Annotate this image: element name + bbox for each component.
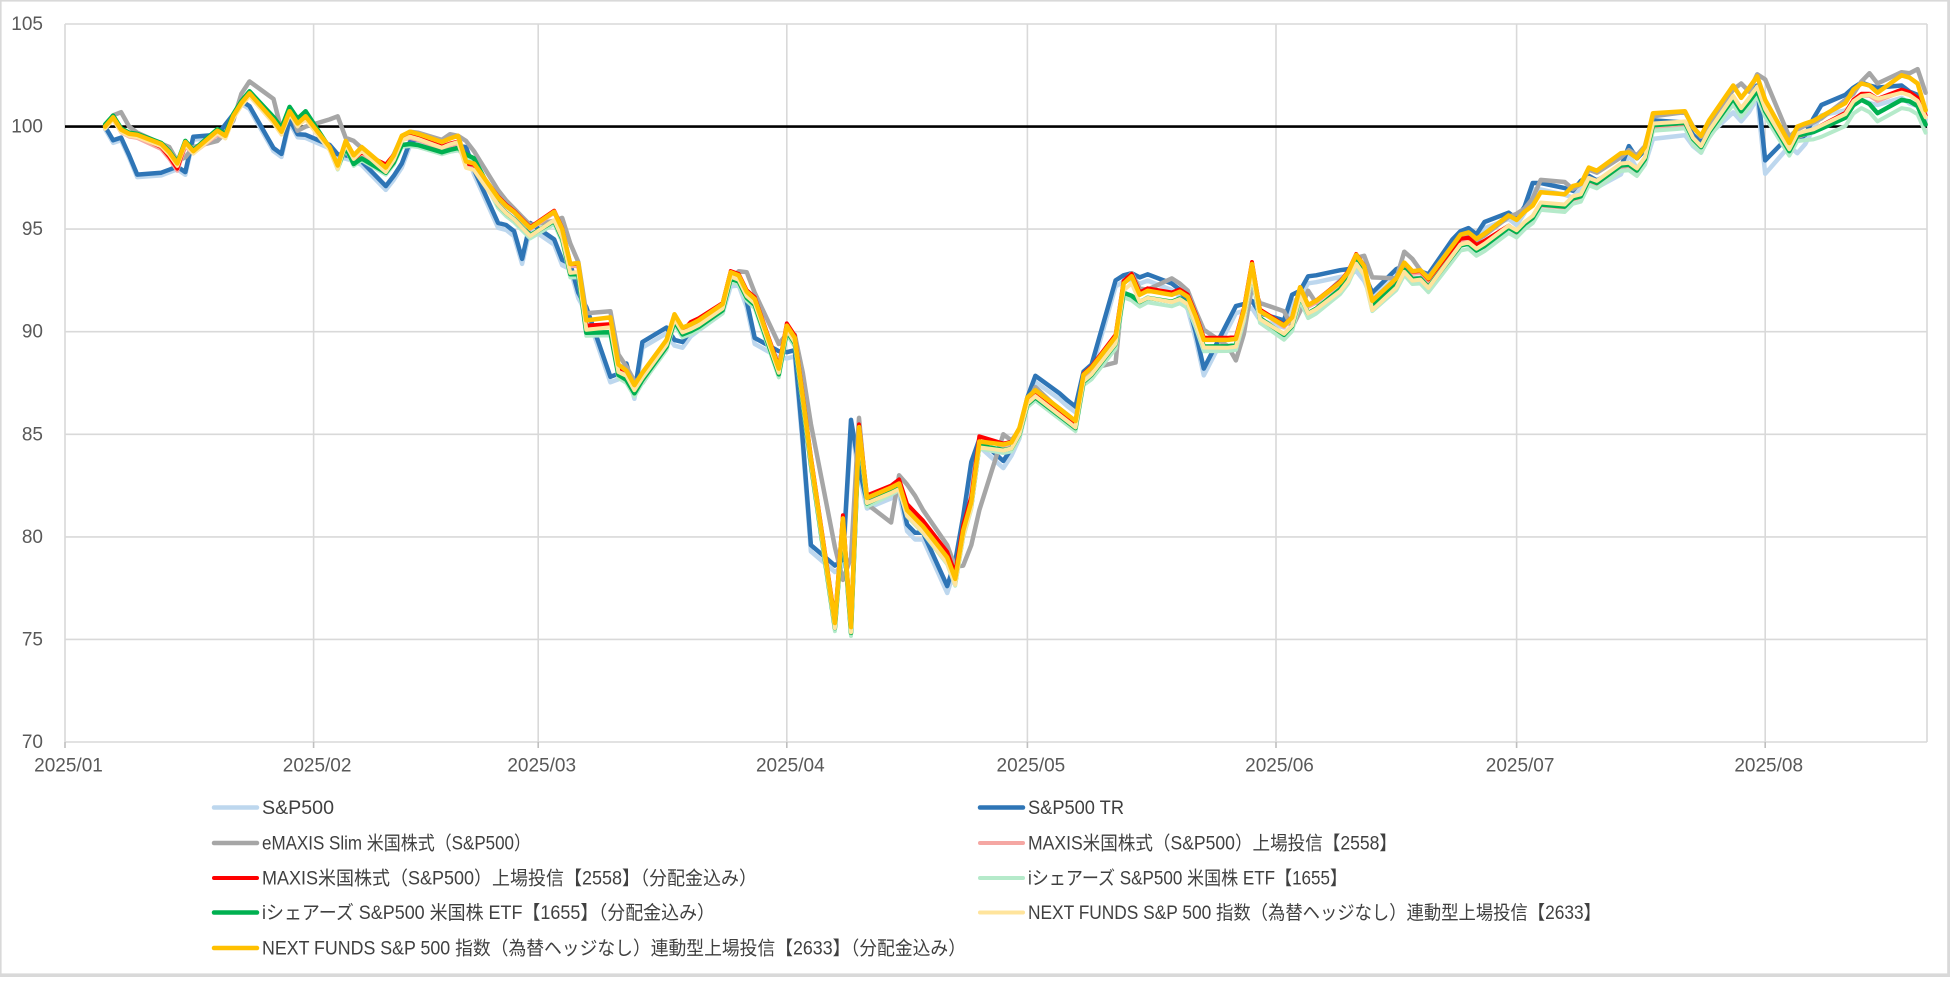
svg-text:2025/08: 2025/08 xyxy=(1734,756,1803,777)
svg-text:MAXIS米国株式（S&P500）上場投信【2558】（分配: MAXIS米国株式（S&P500）上場投信【2558】（分配金込み） xyxy=(262,868,757,890)
svg-text:iシェアーズ S&P500 米国株 ETF【1655】（分配: iシェアーズ S&P500 米国株 ETF【1655】（分配金込み） xyxy=(262,902,715,924)
svg-text:70: 70 xyxy=(22,732,43,753)
svg-text:105: 105 xyxy=(11,14,43,35)
svg-text:100: 100 xyxy=(11,117,43,138)
svg-text:MAXIS米国株式（S&P500）上場投信【2558】: MAXIS米国株式（S&P500）上場投信【2558】 xyxy=(1028,833,1397,855)
svg-text:2025/07: 2025/07 xyxy=(1486,756,1555,777)
svg-text:2025/01: 2025/01 xyxy=(34,756,103,777)
svg-text:80: 80 xyxy=(22,527,43,548)
svg-text:eMAXIS Slim 米国株式（S&P500）: eMAXIS Slim 米国株式（S&P500） xyxy=(262,833,531,855)
svg-text:2025/04: 2025/04 xyxy=(756,756,825,777)
svg-text:S&P500 TR: S&P500 TR xyxy=(1028,798,1124,819)
svg-text:2025/05: 2025/05 xyxy=(997,756,1066,777)
svg-text:95: 95 xyxy=(22,219,43,240)
svg-text:85: 85 xyxy=(22,424,43,445)
svg-text:NEXT FUNDS S&P 500 指数（為替ヘッジなし）: NEXT FUNDS S&P 500 指数（為替ヘッジなし）連動型上場投信【26… xyxy=(1028,902,1601,924)
svg-text:NEXT FUNDS S&P 500 指数（為替ヘッジなし）: NEXT FUNDS S&P 500 指数（為替ヘッジなし）連動型上場投信【26… xyxy=(262,938,966,960)
svg-text:75: 75 xyxy=(22,629,43,650)
svg-text:2025/06: 2025/06 xyxy=(1245,756,1314,777)
svg-text:2025/03: 2025/03 xyxy=(507,756,576,777)
svg-text:iシェアーズ S&P500 米国株 ETF【1655】: iシェアーズ S&P500 米国株 ETF【1655】 xyxy=(1028,868,1347,890)
svg-text:2025/02: 2025/02 xyxy=(283,756,352,777)
svg-text:90: 90 xyxy=(22,322,43,343)
svg-text:S&P500: S&P500 xyxy=(262,798,334,819)
